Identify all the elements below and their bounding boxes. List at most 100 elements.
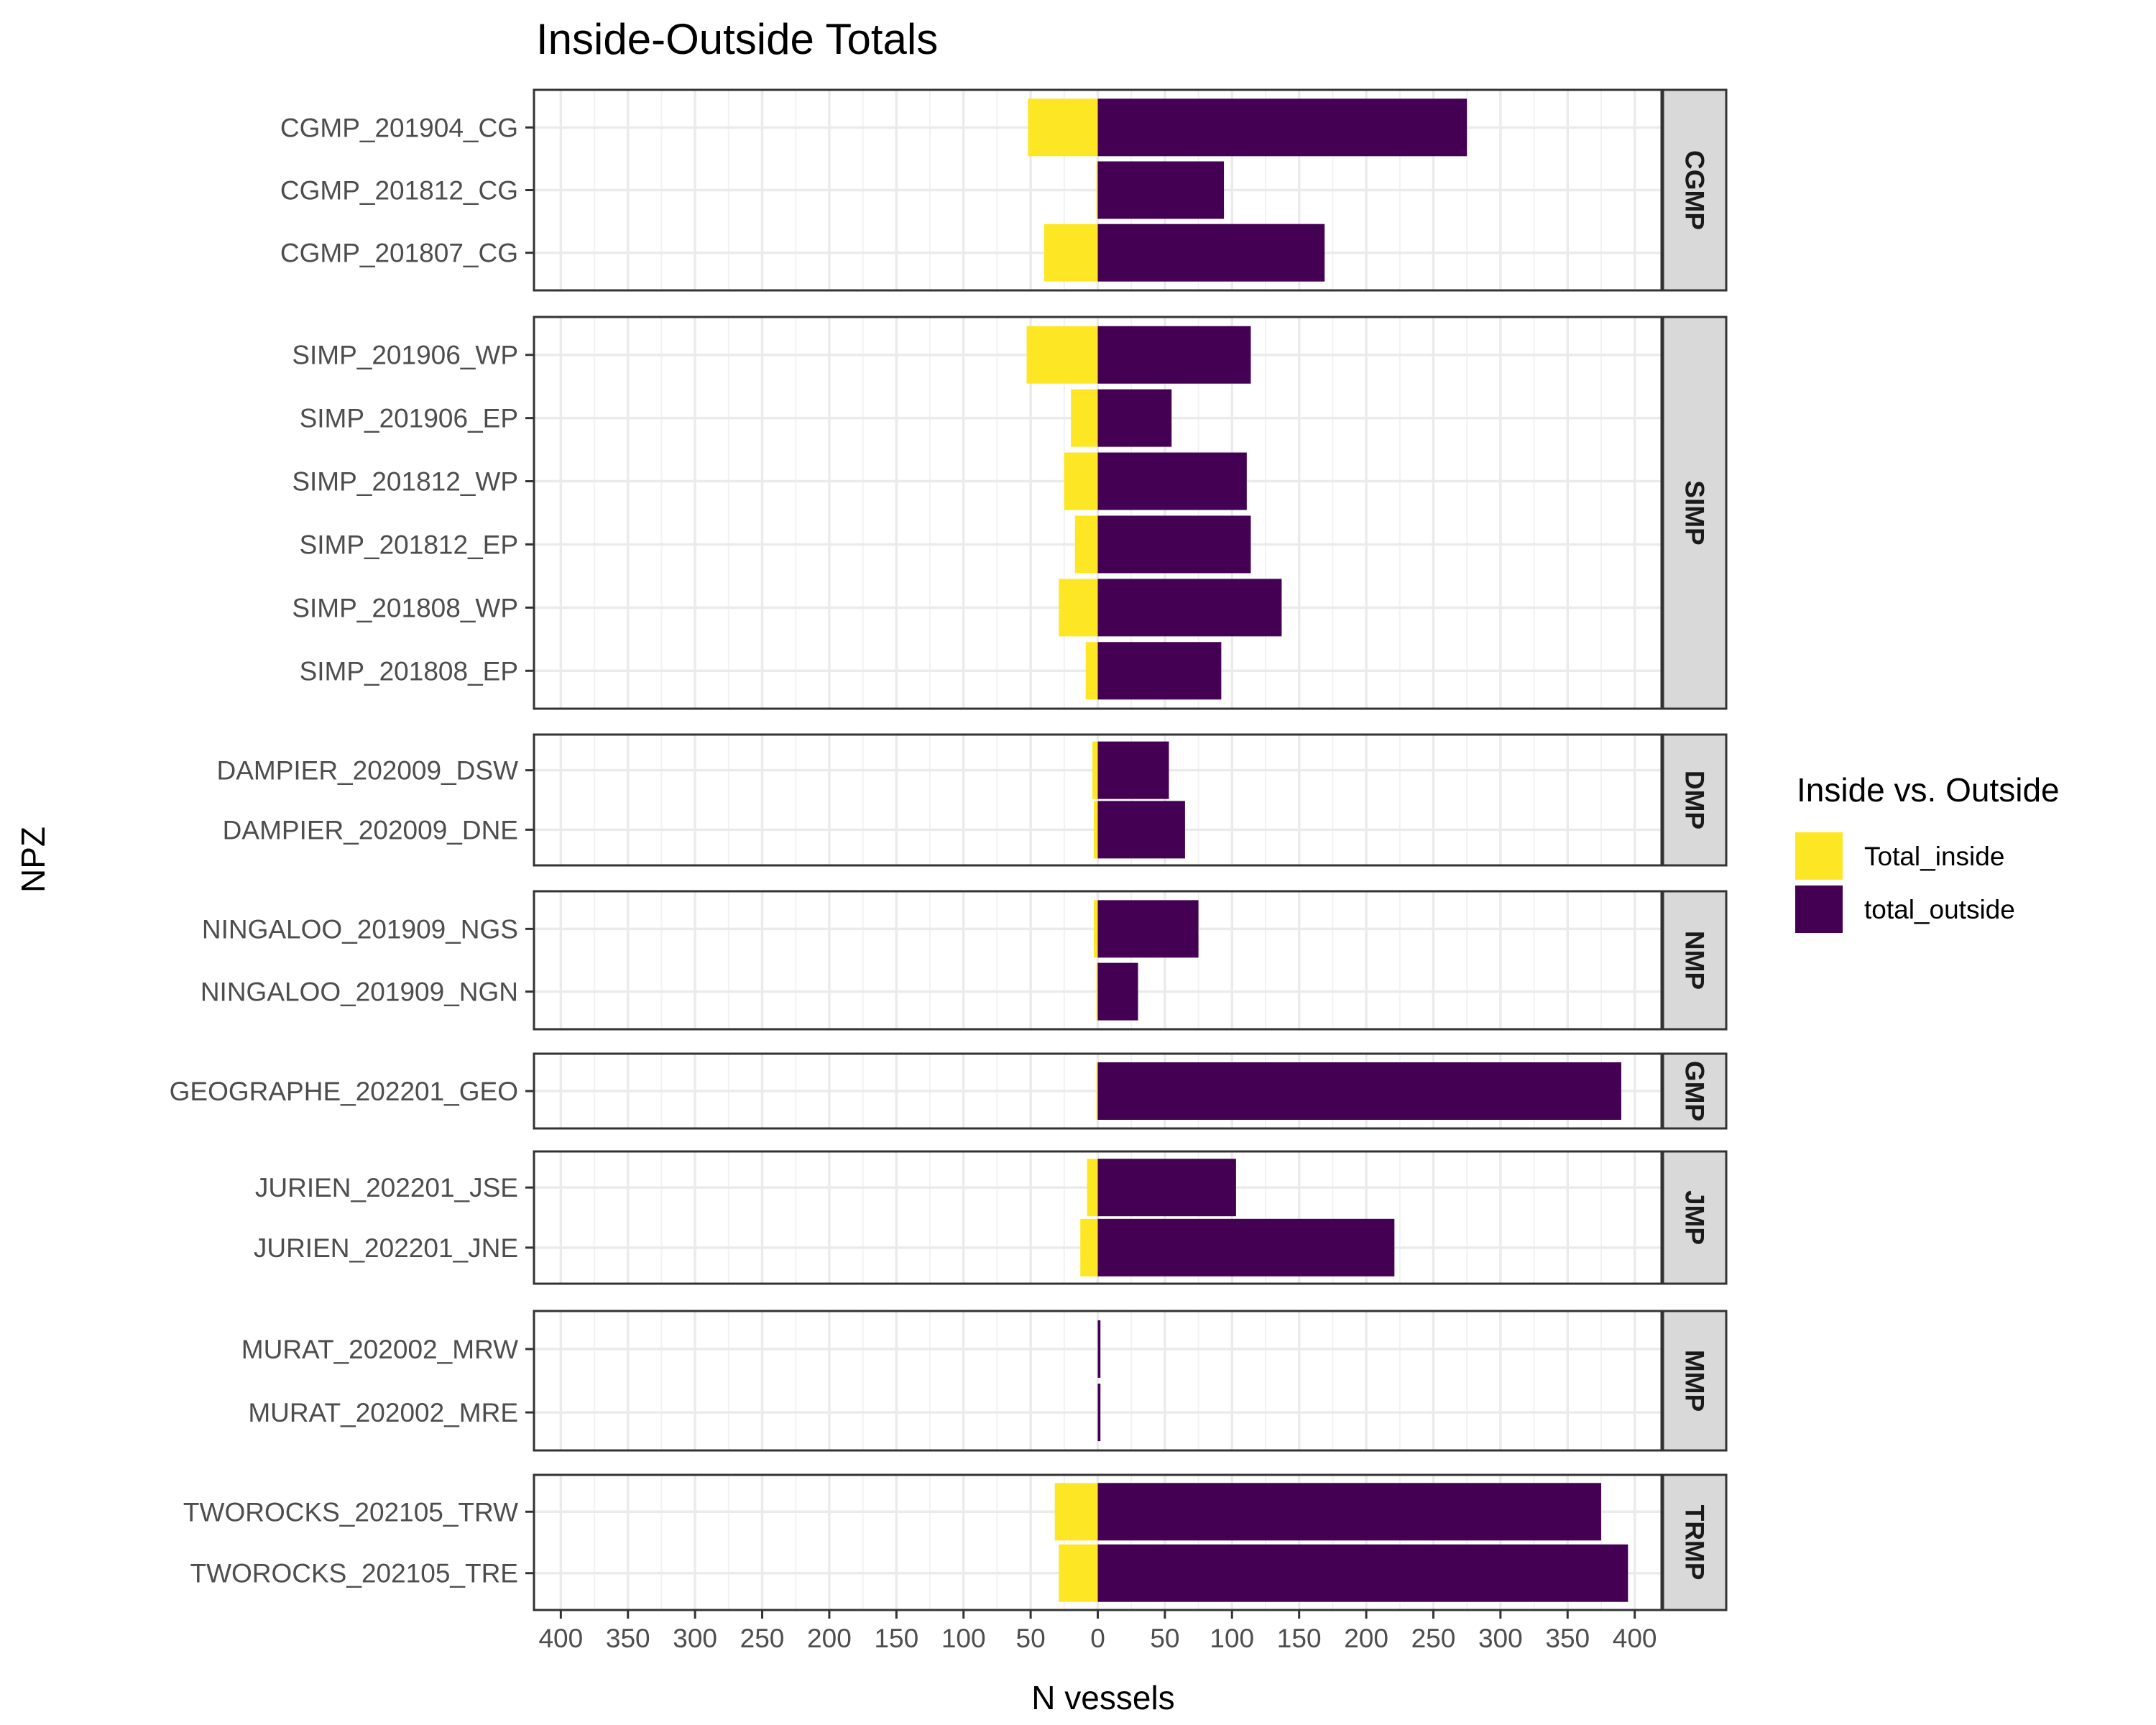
facet-panel-nmp: NINGALOO_201909_NGS NINGALOO_201909_NGN NM… [201, 890, 1728, 1031]
bar-inside [1096, 161, 1098, 219]
panel-border [533, 890, 1663, 1031]
legend-swatch-total-inside [1795, 832, 1843, 880]
chart-title: Inside-Outside Totals [536, 15, 938, 63]
x-tick-label: 200 [1344, 1624, 1388, 1653]
bar-outside [1097, 962, 1138, 1021]
bar-inside [1093, 900, 1098, 958]
facet-panels: CGMP_201904_CG CGMP_201812_CG CGMP_201807_… [170, 88, 1728, 1611]
x-tick-label: 50 [1150, 1624, 1179, 1653]
bar-inside [1092, 741, 1098, 799]
facet-panel-gmp: GEOGRAPHE_202201_GEO GMP [170, 1052, 1728, 1130]
y-tick-label: NINGALOO_201909_NGS [202, 914, 518, 944]
y-tick-label: TWOROCKS_202105_TRW [183, 1497, 518, 1527]
bar-outside [1097, 642, 1222, 700]
facet-strip-label: DMP [1680, 770, 1710, 829]
facet-strip-label: SIMP [1680, 480, 1710, 545]
panel-border [533, 1052, 1663, 1130]
x-tick-label: 100 [941, 1624, 986, 1653]
facet-strip [1662, 733, 1728, 867]
y-tick-label: SIMP_201812_WP [292, 467, 518, 497]
bar-inside [1087, 1159, 1098, 1217]
x-tick-label: 50 [1016, 1624, 1046, 1653]
facet-strip-label: CGMP [1680, 150, 1710, 230]
x-axis: 400 350 300 250 200 150 100 50 0 50 100 150 200 250 30… [538, 1610, 1657, 1653]
y-tick-label: MURAT_202002_MRE [248, 1398, 518, 1427]
bar-outside [1097, 1062, 1621, 1120]
bar-outside [1097, 741, 1169, 799]
y-tick-label: SIMP_201906_WP [292, 341, 518, 370]
bar-outside [1097, 900, 1199, 958]
panel-border [533, 733, 1663, 867]
y-tick-label: SIMP_201808_EP [300, 656, 518, 686]
facet-strip-label: MMP [1680, 1350, 1710, 1412]
facet-panel-simp: SIMP_201906_WP SIMP_201906_EP SIMP_201812_… [292, 316, 1728, 710]
legend-label-total-inside: Total_inside [1864, 842, 2004, 871]
bar-inside [1028, 98, 1098, 157]
bar-outside [1097, 515, 1251, 574]
facet-panel-dmp: DAMPIER_202009_DSW DAMPIER_202009_DNE DMP [216, 733, 1728, 867]
facet-strip [1662, 316, 1728, 710]
legend-swatch-total-outside [1795, 886, 1843, 933]
panel-border [533, 1310, 1663, 1452]
facet-strip [1662, 88, 1728, 292]
y-tick-label: SIMP_201906_EP [300, 404, 518, 433]
y-tick-label: JURIEN_202201_JSE [255, 1173, 518, 1202]
bar-inside [1071, 389, 1098, 447]
bar-inside [1064, 452, 1098, 510]
x-tick-label: 300 [1478, 1624, 1523, 1653]
x-tick-label: 150 [1277, 1624, 1322, 1653]
facet-strip [1662, 1052, 1728, 1130]
y-tick-label: SIMP_201812_EP [300, 530, 518, 559]
bar-inside [1026, 326, 1098, 384]
bar-inside [1059, 579, 1098, 637]
facet-panel-trmp: TWOROCKS_202105_TRW TWOROCKS_202105_TRE TR… [183, 1473, 1728, 1611]
bar-outside [1097, 326, 1251, 384]
y-tick-label: DAMPIER_202009_DNE [223, 815, 518, 845]
bar-outside [1097, 1544, 1628, 1602]
facet-panel-cgmp: CGMP_201904_CG CGMP_201812_CG CGMP_201807_… [280, 88, 1728, 292]
y-tick-label: JURIEN_202201_JNE [254, 1233, 518, 1263]
bar-outside [1097, 1384, 1101, 1442]
bar-inside [1074, 515, 1098, 574]
bar-inside [1059, 1544, 1098, 1602]
x-tick-label: 250 [740, 1624, 785, 1653]
panel-border [533, 1150, 1663, 1285]
x-tick-label: 350 [1545, 1624, 1590, 1653]
y-axis-title: NPZ [14, 827, 52, 893]
bar-outside [1097, 1159, 1236, 1217]
legend-title: Inside vs. Outside [1797, 771, 2060, 809]
bar-outside [1097, 224, 1325, 282]
facet-strip [1662, 1150, 1728, 1285]
y-tick-label: NINGALOO_201909_NGN [201, 978, 518, 1007]
legend: Inside vs. Outside Total_inside total_ou… [1795, 771, 2060, 933]
bar-inside [1054, 1483, 1098, 1541]
x-tick-label: 100 [1210, 1624, 1254, 1653]
x-tick-label: 250 [1411, 1624, 1456, 1653]
panel-border [533, 316, 1663, 710]
x-tick-label: 0 [1090, 1624, 1105, 1653]
x-tick-label: 200 [807, 1624, 852, 1653]
y-tick-label: TWOROCKS_202105_TRE [190, 1559, 518, 1588]
y-tick-label: MURAT_202002_MRW [241, 1335, 518, 1364]
bar-outside [1097, 1218, 1395, 1276]
facet-strip-label: JMP [1680, 1190, 1710, 1245]
x-tick-label: 350 [606, 1624, 650, 1653]
bar-outside [1097, 161, 1225, 219]
bar-inside [1080, 1218, 1098, 1276]
x-tick-label: 300 [673, 1624, 717, 1653]
y-tick-label: CGMP_201807_CG [280, 239, 518, 268]
facet-panel-jmp: JURIEN_202201_JSE JURIEN_202201_JNE JMP [254, 1150, 1728, 1285]
y-tick-label: CGMP_201812_CG [280, 176, 518, 206]
facet-strip-label: NMP [1680, 931, 1710, 990]
panel-border [533, 88, 1663, 292]
x-tick-label: 400 [538, 1624, 583, 1653]
facet-strip [1662, 1473, 1728, 1611]
y-tick-label: DAMPIER_202009_DSW [216, 756, 518, 786]
bar-outside [1097, 801, 1185, 859]
bar-inside [1085, 642, 1098, 700]
bar-outside [1097, 1320, 1101, 1378]
bar-outside [1097, 452, 1247, 510]
facet-strip-label: TRMP [1680, 1505, 1710, 1581]
bar-inside [1096, 962, 1098, 1021]
